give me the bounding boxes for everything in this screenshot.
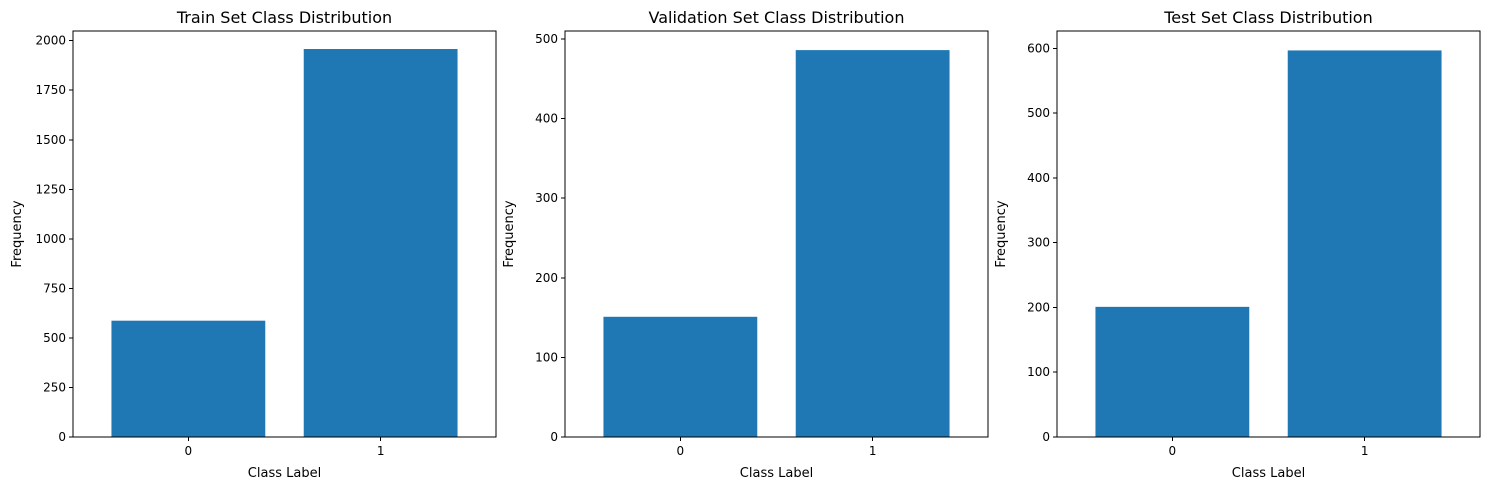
y-axis-label: Frequency — [994, 200, 1009, 267]
y-tick-label: 500 — [1027, 106, 1050, 120]
x-tick-label: 1 — [377, 444, 385, 458]
y-tick-label: 300 — [535, 191, 558, 205]
y-tick-label: 1750 — [35, 83, 66, 97]
y-tick-label: 500 — [535, 32, 558, 46]
y-tick-label: 300 — [1027, 236, 1050, 250]
y-tick-label: 400 — [535, 112, 558, 126]
x-tick-label: 1 — [1361, 444, 1369, 458]
y-tick-label: 750 — [43, 281, 66, 295]
chart-title: Validation Set Class Distribution — [649, 8, 905, 27]
y-tick-label: 0 — [1042, 430, 1050, 444]
x-axis-label: Class Label — [740, 466, 813, 481]
y-tick-label: 400 — [1027, 171, 1050, 185]
y-tick-label: 1250 — [35, 182, 66, 196]
bar-1 — [795, 50, 950, 438]
bar-1 — [303, 49, 458, 437]
y-tick-label: 2000 — [35, 34, 66, 48]
y-axis-label: Frequency — [10, 200, 25, 267]
x-tick-label: 0 — [185, 444, 193, 458]
train-chart-panel: Train Set Class Distribution Class Label… — [10, 8, 497, 481]
bar-0 — [111, 320, 266, 437]
y-axis-label: Frequency — [502, 200, 517, 267]
x-tick-label: 1 — [869, 444, 877, 458]
x-tick-label: 0 — [1169, 444, 1177, 458]
x-axis-label: Class Label — [248, 466, 321, 481]
y-tick-label: 0 — [58, 430, 66, 444]
plot-frame — [1056, 30, 1481, 438]
bar-0 — [1095, 306, 1250, 437]
chart-title: Train Set Class Distribution — [176, 8, 392, 27]
test-chart-panel: Test Set Class Distribution Class Label … — [994, 8, 1481, 481]
y-tick-label: 600 — [1027, 41, 1050, 55]
chart-title: Test Set Class Distribution — [1163, 8, 1372, 27]
x-tick-label: 0 — [677, 444, 685, 458]
y-tick-label: 200 — [1027, 300, 1050, 314]
y-tick-label: 0 — [550, 430, 558, 444]
plot-frame — [72, 30, 497, 438]
x-axis-label: Class Label — [1232, 466, 1305, 481]
bar-0 — [603, 316, 758, 437]
y-tick-label: 100 — [535, 350, 558, 364]
y-tick-label: 1500 — [35, 133, 66, 147]
y-tick-label: 1000 — [35, 232, 66, 246]
y-tick-label: 200 — [535, 271, 558, 285]
y-tick-label: 100 — [1027, 365, 1050, 379]
plot-frame — [564, 30, 989, 438]
bar-1 — [1287, 50, 1442, 438]
y-tick-label: 250 — [43, 380, 66, 394]
y-tick-label: 500 — [43, 331, 66, 345]
validation-chart-panel: Validation Set Class Distribution Class … — [502, 8, 989, 481]
